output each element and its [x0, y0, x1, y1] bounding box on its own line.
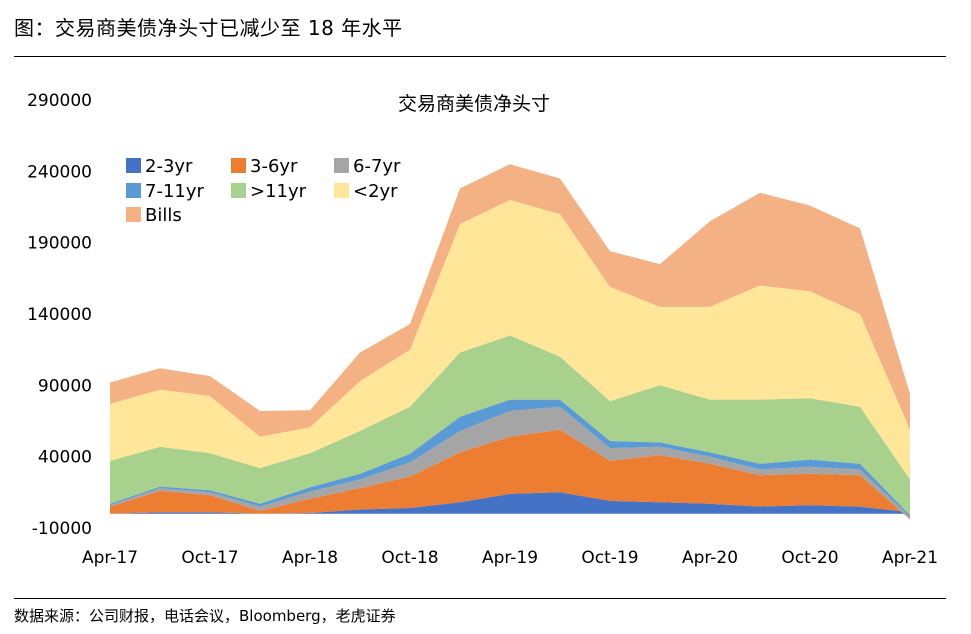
top-rule: [14, 56, 946, 57]
series-area-2-3yr: [110, 492, 910, 514]
source-note: 数据来源：公司财报，电话会议，Bloomberg，老虎证券: [14, 607, 396, 625]
y-axis-tick-labels: -10000 40000 90000 140000 190000 240000 290000: [27, 91, 92, 539]
series-area-11yr: [110, 335, 910, 516]
series-area-6-7yr: [110, 406, 910, 520]
x-tick-label: Apr-18: [282, 548, 338, 568]
legend-label: 2-3yr: [145, 156, 193, 177]
legend-swatch: [231, 183, 246, 198]
legend-swatch: [126, 158, 141, 173]
series-area-3-6yr: [110, 429, 910, 520]
figure-title: 图：交易商美债净头寸已减少至 18 年水平: [14, 16, 403, 40]
y-tick-label: 290000: [27, 91, 92, 111]
legend-swatch: [334, 183, 349, 198]
x-tick-label: Oct-18: [381, 548, 438, 568]
x-tick-label: Oct-20: [781, 548, 838, 568]
x-tick-label: Apr-20: [682, 548, 738, 568]
legend-swatch: [126, 183, 141, 198]
bottom-rule: [14, 598, 946, 599]
x-tick-label: Oct-19: [581, 548, 638, 568]
series-area-7-11yr: [110, 399, 910, 517]
series-area-bills: [110, 164, 910, 437]
x-tick-label: Apr-21: [882, 548, 938, 568]
chart-legend: 2-3yr 3-6yr 6-7yr 7-11yr >11yr <2yr Bills: [126, 156, 401, 226]
x-tick-label: Apr-17: [82, 548, 138, 568]
x-tick-label: Apr-19: [482, 548, 538, 568]
legend-swatch: [126, 207, 141, 222]
series-area-2yr: [110, 199, 910, 480]
legend-swatch: [334, 158, 349, 173]
y-tick-label: 140000: [27, 305, 92, 325]
legend-label: >11yr: [250, 181, 307, 202]
x-axis-tick-labels: Apr-17 Oct-17 Apr-18 Oct-18 Apr-19 Oct-19 Apr-…: [82, 548, 938, 568]
y-tick-label: -10000: [32, 519, 92, 539]
series-areas: [110, 164, 910, 520]
x-tick-label: Oct-17: [181, 548, 238, 568]
y-tick-label: 40000: [38, 448, 92, 468]
y-tick-label: 240000: [27, 162, 92, 182]
y-tick-label: 190000: [27, 234, 92, 254]
legend-label: <2yr: [353, 181, 398, 202]
legend-label: 6-7yr: [353, 156, 401, 177]
legend-label: 3-6yr: [250, 156, 298, 177]
y-tick-label: 90000: [38, 376, 92, 396]
legend-swatch: [231, 158, 246, 173]
legend-label: Bills: [145, 205, 182, 226]
chart-title: 交易商美债净头寸: [398, 93, 550, 115]
legend-label: 7-11yr: [145, 181, 205, 202]
stacked-area-chart: 交易商美债净头寸 -10000 40000 90000 140000 190000 240…: [27, 91, 938, 568]
